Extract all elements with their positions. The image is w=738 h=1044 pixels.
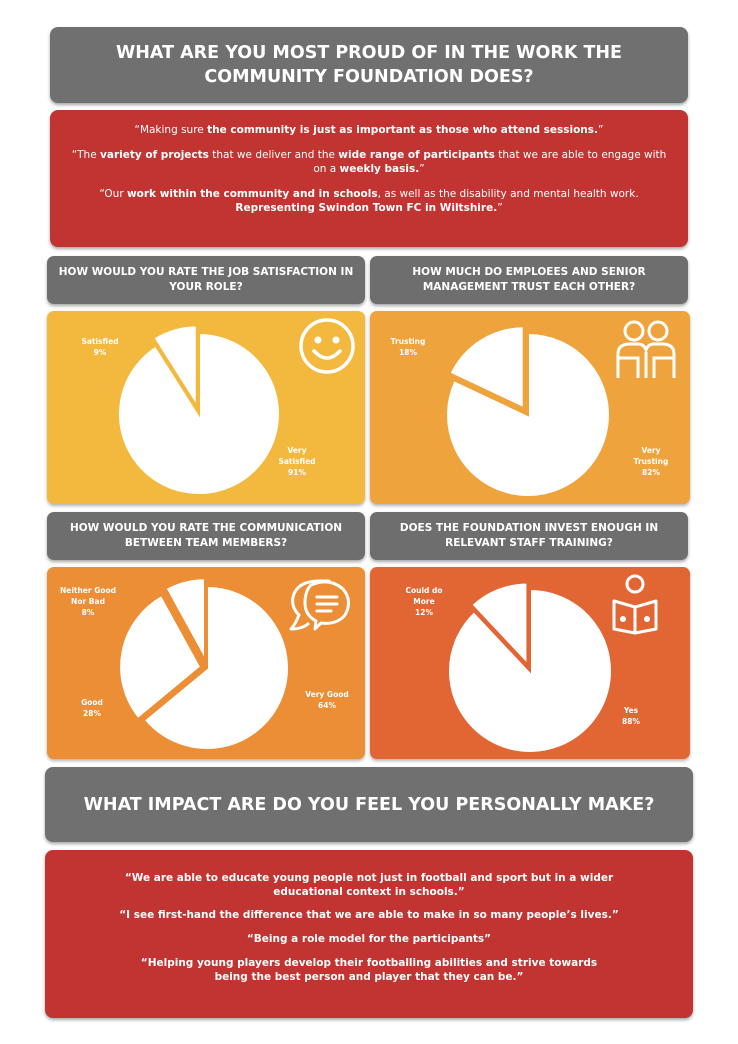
smiley-face-icon [299, 318, 355, 374]
chart-panel-communication: Neither Good Nor Bad 8% Good 28% Very Go… [47, 567, 365, 759]
impact-quote-1: “We are able to educate young people not… [124, 872, 614, 898]
question-communication: HOW WOULD YOU RATE THE COMMUNICATION BET… [47, 512, 365, 560]
label-could-do-more: Could do More 12% [405, 586, 443, 617]
pie-slice-very-satisfied [117, 331, 281, 496]
impact-quote-4: “Helping young players develop their foo… [140, 957, 598, 983]
chart-panel-job-satisfaction: Satisfied 9% Very Satisfied 91% [47, 311, 365, 504]
label-yes: Yes 88% [622, 706, 640, 726]
title-banner: WHAT ARE YOU MOST PROUD OF IN THE WORK T… [50, 27, 688, 103]
label-trusting: Trusting 18% [390, 337, 426, 357]
pie-slice-trusting [448, 325, 525, 410]
impact-quote-2: “I see first-hand the difference that we… [119, 909, 619, 921]
speech-bubble-icon [289, 579, 350, 631]
pie-slice-could-do-more [469, 581, 529, 668]
pie-slice-yes [447, 587, 613, 754]
pie-chart-communication [118, 577, 290, 751]
question-job-satisfaction: HOW WOULD YOU RATE THE JOB SATISFACTION … [47, 256, 365, 304]
pie-chart-trust [445, 325, 611, 498]
proud-quote-1: “Making sure the community is just as im… [134, 124, 604, 136]
reading-person-icon [612, 574, 658, 635]
pie-chart-job-satisfaction [117, 324, 281, 496]
pie-slice-satisfied [151, 324, 198, 410]
impact-banner: WHAT IMPACT ARE DO YOU FEEL YOU PERSONAL… [45, 767, 693, 842]
label-good: Good 28% [81, 698, 103, 718]
question-trust: HOW MUCH DO EMPLOEES AND SENIOR MANAGEME… [370, 256, 688, 304]
pie-chart-training [447, 581, 613, 754]
question-training: DOES THE FOUNDATION INVEST ENOUGH IN REL… [370, 512, 688, 560]
label-neither-good-nor-bad: Neither Good Nor Bad 8% [59, 586, 117, 617]
title-line-2: COMMUNITY FOUNDATION DOES? [204, 67, 534, 87]
pie-slice-very-trusting [445, 331, 611, 498]
label-satisfied: Satisfied 9% [81, 337, 119, 357]
chart-panel-trust: Trusting 18% Very Trusting 82% [370, 311, 690, 504]
pie-slice-neither-good-nor-bad [164, 577, 207, 661]
label-very-good: Very Good 64% [305, 690, 349, 710]
chart-panel-training: Could do More 12% Yes 88% [370, 567, 690, 759]
impact-quote-3: “Being a role model for the participants… [246, 933, 492, 945]
label-very-satisfied: Very Satisfied 91% [278, 446, 316, 477]
proud-quotes-box: “Making sure the community is just as im… [50, 110, 688, 247]
proud-quote-2: “The variety of projects that we deliver… [71, 149, 667, 175]
pie-slice-very-good [142, 584, 290, 751]
pie-slice-good [118, 593, 203, 721]
label-very-trusting: Very Trusting 82% [633, 446, 669, 477]
title-line-1: WHAT ARE YOU MOST PROUD OF IN THE WORK T… [115, 43, 623, 63]
impact-quotes-box: “We are able to educate young people not… [45, 850, 693, 1018]
two-people-icon [616, 320, 676, 378]
proud-quote-3: “Our work within the community and in sc… [99, 188, 639, 214]
